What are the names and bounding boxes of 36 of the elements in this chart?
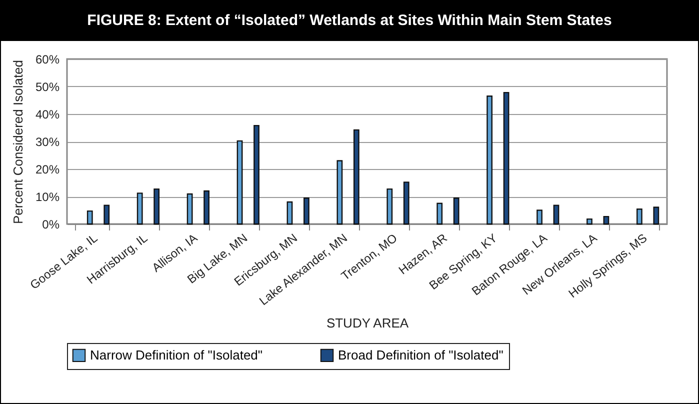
bar — [636, 208, 642, 225]
bar — [286, 201, 293, 225]
y-tick-label: 60% — [35, 52, 60, 66]
bar — [136, 192, 143, 225]
bar — [503, 92, 510, 225]
bar — [86, 210, 93, 225]
bar — [553, 204, 560, 225]
y-tick-label: 40% — [35, 108, 60, 122]
bar — [536, 210, 542, 225]
y-tick-label: 10% — [35, 190, 60, 204]
bar — [486, 96, 492, 225]
bar — [586, 218, 592, 225]
bar — [154, 188, 160, 225]
bar — [204, 190, 210, 225]
chart-title: FIGURE 8: Extent of “Isolated” Wetlands at Sites Within Main Stem States — [1, 1, 698, 41]
bar — [436, 202, 443, 225]
bar — [386, 188, 393, 225]
bar — [353, 129, 360, 225]
y-axis-title: Percent Considered Isolated — [10, 60, 26, 224]
y-tick-label: 30% — [35, 135, 60, 149]
bar — [653, 206, 660, 225]
legend-label: Broad Definition of "Isolated" — [338, 347, 504, 362]
bar — [304, 198, 310, 225]
bar — [236, 140, 243, 225]
bar — [603, 216, 610, 225]
bar — [336, 160, 343, 225]
bar — [186, 193, 193, 225]
y-tick-label: 50% — [35, 80, 60, 94]
bar — [403, 182, 410, 225]
bar — [254, 124, 260, 225]
bar — [453, 198, 460, 225]
y-tick-label: 0% — [42, 218, 60, 232]
x-axis-title: STUDY AREA — [326, 316, 409, 331]
legend-label: Narrow Definition of "Isolated" — [90, 347, 263, 362]
y-tick-label: 20% — [35, 162, 60, 176]
bar — [104, 204, 110, 225]
